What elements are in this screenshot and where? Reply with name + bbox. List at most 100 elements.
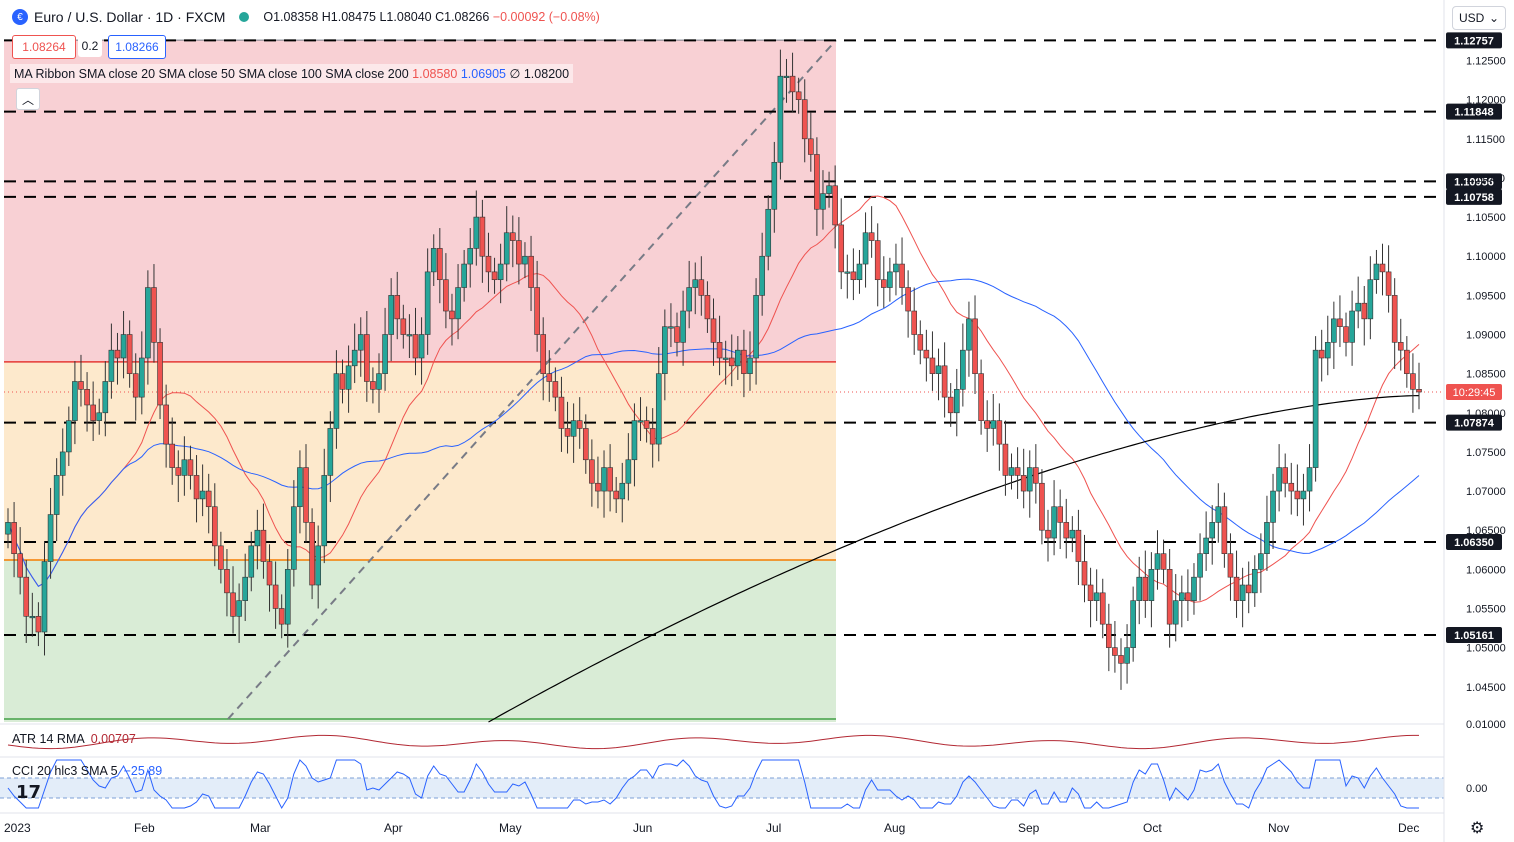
candle-body: [1063, 522, 1070, 539]
candle-body: [917, 334, 924, 351]
candle-body: [78, 381, 84, 390]
price-tick-label: 1.10000: [1466, 251, 1506, 263]
cci-label: CCI 20 hlc3 SMA 5: [12, 764, 118, 778]
candle-body: [783, 75, 790, 78]
candle-body: [467, 248, 474, 265]
atr-tick-label: 0.01000: [1466, 719, 1506, 731]
candle-body: [1057, 506, 1063, 523]
candle-body: [1154, 553, 1161, 570]
candle-body: [1355, 302, 1361, 312]
ma-ribbon-legend[interactable]: MA Ribbon SMA close 20 SMA close 50 SMA …: [10, 64, 574, 83]
candle-body: [564, 428, 571, 437]
level-label-1: 1.11848: [1454, 107, 1493, 119]
high-value: H1.08475: [321, 10, 376, 24]
cci-legend[interactable]: CCI 20 hlc3 SMA 5 −25.89: [12, 764, 162, 778]
candle-body: [151, 287, 157, 343]
candle-body: [254, 529, 261, 547]
candle-body: [503, 232, 510, 265]
candle-body: [552, 381, 559, 398]
candle-body: [613, 490, 619, 500]
candle-body: [35, 616, 42, 633]
candle-body: [72, 381, 78, 421]
level-tag-3: [1446, 188, 1502, 205]
candle-body: [309, 522, 315, 586]
candle-body: [1258, 553, 1264, 570]
collapse-legend-button[interactable]: ︿: [16, 88, 40, 110]
level-label-6: 1.05161: [1454, 630, 1494, 642]
candle-body: [364, 334, 370, 382]
candle-body: [1397, 342, 1404, 351]
atr-legend[interactable]: ATR 14 RMA 0.00707: [12, 732, 136, 746]
candle-body: [1014, 467, 1021, 476]
candle-body: [1112, 647, 1118, 656]
candle-body: [1203, 537, 1209, 554]
candle-body: [850, 271, 857, 281]
change-value: −0.00092 (−0.08%): [492, 10, 600, 24]
zone-red: [4, 40, 836, 362]
candle-body: [400, 318, 407, 335]
candle-body: [941, 365, 948, 398]
month-label: Oct: [1143, 821, 1162, 835]
symbol-title[interactable]: Euro / U.S. Dollar · 1D · FXCM: [34, 9, 226, 25]
candle-body: [747, 357, 753, 374]
buy-price-button[interactable]: 1.08266: [108, 35, 166, 59]
candle-body: [601, 467, 607, 492]
candle-body: [528, 255, 534, 288]
atr-label: ATR 14 RMA: [12, 732, 85, 746]
candle-body: [1404, 349, 1410, 374]
candle-body: [905, 287, 911, 312]
candle-body: [284, 569, 291, 625]
candle-body: [595, 482, 601, 492]
countdown-label: 10:29:45: [1453, 387, 1496, 399]
candle-body: [698, 279, 705, 296]
chevron-up-icon: ︿: [21, 92, 34, 107]
candle-body: [193, 475, 200, 500]
low-value: L1.08040: [379, 10, 432, 24]
fib-trend-line: [227, 39, 837, 720]
tradingview-logo[interactable]: 𝟭𝟳: [16, 782, 42, 802]
candle-body: [777, 75, 784, 163]
candle-body: [1191, 576, 1197, 601]
level-label-3: 1.10758: [1454, 192, 1494, 204]
euro-flag-icon: €: [12, 9, 28, 25]
candle-body: [29, 616, 36, 619]
market-status-icon: [239, 12, 250, 22]
candle-body: [120, 334, 127, 359]
candle-body: [272, 584, 279, 609]
month-label: Mar: [250, 821, 271, 835]
ma-ribbon-label: MA Ribbon SMA close 20 SMA close 50 SMA …: [14, 67, 409, 81]
candle-body: [728, 357, 735, 367]
candle-body: [1118, 655, 1124, 664]
price-tick-label: 1.05000: [1466, 643, 1506, 655]
candle-body: [1385, 271, 1392, 296]
candle-body: [887, 271, 893, 288]
candle-body: [315, 545, 321, 586]
candle-body: [303, 467, 309, 523]
candle-body: [1166, 569, 1173, 625]
level-tag-1: [1446, 103, 1502, 120]
price-tick-label: 1.11000: [1466, 173, 1505, 185]
zone-green: [4, 559, 836, 722]
settings-gear-icon[interactable]: ⚙: [1470, 820, 1485, 837]
level-label-5: 1.06350: [1454, 537, 1494, 549]
candle-body: [406, 334, 413, 337]
price-axis: 1.12757 1.11848 1.10956 1.10758 1.07874 1.063…: [1443, 0, 1506, 842]
candle-body: [820, 193, 826, 210]
candle-body: [485, 255, 492, 273]
candle-body: [716, 342, 723, 359]
price-tick-label: 1.12500: [1466, 56, 1506, 68]
sell-price-button[interactable]: 1.08264: [12, 35, 76, 59]
candle-body: [1130, 600, 1136, 648]
candle-body: [680, 310, 686, 343]
price-tick-label: 1.08000: [1466, 408, 1506, 420]
month-label: May: [499, 821, 522, 835]
candlesticks: [5, 49, 1422, 690]
candle-body: [990, 420, 997, 429]
candle-body: [789, 75, 796, 93]
candle-body: [844, 271, 851, 274]
candle-body: [339, 373, 346, 390]
price-tick-label: 1.09000: [1466, 330, 1506, 342]
currency-selector[interactable]: USD ⌄: [1452, 6, 1506, 30]
candle-body: [1099, 592, 1106, 625]
